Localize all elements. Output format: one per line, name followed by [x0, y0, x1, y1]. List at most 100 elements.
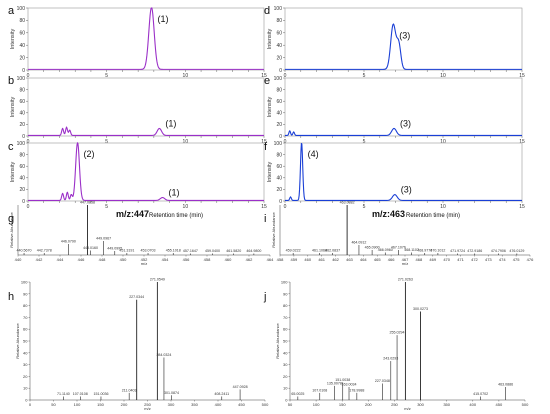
- peak-label: (3): [399, 31, 410, 41]
- x-tick-label: 0: [27, 73, 30, 79]
- y-tick-label: 40: [19, 111, 25, 117]
- peak-mz-label: 464.0912: [351, 241, 366, 245]
- peak-mz-label: 301.0874: [164, 391, 179, 395]
- y-tick-label: 50: [23, 339, 28, 344]
- y-tick-label: 70: [283, 315, 288, 320]
- x-tick-label: 300: [168, 402, 175, 407]
- y-tick-label: 40: [276, 176, 282, 182]
- panel-letter: c: [8, 141, 14, 153]
- peak-mz-label: 461.1068: [312, 249, 327, 253]
- y-tick-label: 20: [276, 187, 282, 193]
- y-tick-label: 40: [19, 176, 25, 182]
- x-tick-label: 464: [267, 257, 274, 262]
- peak-mz-label: 446.0790: [61, 240, 76, 244]
- peak-mz-label: 464.9800: [246, 249, 261, 253]
- peak-label: (3): [400, 118, 411, 128]
- x-tick-label: 458: [277, 257, 284, 262]
- y-tick-label: 10: [283, 386, 288, 391]
- x-tick-label: 400: [215, 402, 222, 407]
- x-tick-label: 454: [162, 257, 169, 262]
- y-tick-label: 100: [21, 280, 28, 285]
- y-tick-label: 80: [276, 152, 282, 158]
- y-tick-label: 0: [279, 68, 282, 74]
- x-tick-label: 463: [346, 257, 353, 262]
- x-tick-label: 450: [496, 402, 503, 407]
- y-tick-label: 90: [283, 291, 288, 296]
- x-tick-label: 5: [363, 139, 366, 145]
- peak-mz-label: 243.0293: [383, 357, 398, 361]
- x-tick-label: 450: [120, 257, 127, 262]
- peak-mz-label: 300.0273: [413, 307, 428, 311]
- y-tick-label: 80: [276, 87, 282, 93]
- peak-mz-label: 461.5820: [226, 249, 241, 253]
- peak-mz-label: 468.9776: [417, 249, 432, 253]
- mz-label-left: m/z:447: [116, 209, 149, 219]
- y-tick-label: 90: [23, 291, 28, 296]
- chromatogram-trace: [28, 7, 264, 70]
- x-tick-label: 458: [204, 257, 211, 262]
- x-tick-label: 464: [360, 257, 367, 262]
- x-tick-label: 5: [105, 73, 108, 79]
- y-axis-label: Intensity: [10, 162, 16, 183]
- x-tick-label: 0: [27, 204, 30, 210]
- y-tick-label: 10: [23, 386, 28, 391]
- x-tick-label: 460: [225, 257, 232, 262]
- x-tick-label: 15: [519, 139, 525, 145]
- peak-mz-label: 227.0344: [129, 295, 144, 299]
- peak-mz-label: 465.0900: [365, 246, 380, 250]
- panel-letter: j: [263, 291, 266, 303]
- x-tick-label: 500: [262, 402, 269, 407]
- rt-label-left: Retention time (min): [149, 213, 203, 219]
- x-tick-label: 470: [443, 257, 450, 262]
- y-tick-label: 100: [274, 141, 283, 147]
- peak-mz-label: 415.0702: [473, 392, 488, 396]
- x-tick-label: 5: [363, 73, 366, 79]
- y-tick-label: 80: [276, 18, 282, 24]
- x-tick-label: 15: [261, 73, 267, 79]
- x-tick-label: 5: [105, 139, 108, 145]
- peak-mz-label: 453.0703: [141, 249, 156, 253]
- x-tick-label: 440: [15, 257, 22, 262]
- y-tick-label: 20: [19, 55, 25, 61]
- x-tick-label: 450: [238, 402, 245, 407]
- spectrum-i: 458 459 460 461 462 463 464 465 466 467 468 469 470 4…: [271, 201, 534, 267]
- peak-mz-label: 107.0108: [312, 388, 327, 392]
- x-tick-label: 467: [402, 257, 409, 262]
- x-tick-label: 466: [388, 257, 395, 262]
- peak-mz-label: 474.7906: [491, 249, 506, 253]
- y-axis-label: Intensity: [10, 97, 16, 118]
- y-axis-label: Relative Abundance: [271, 211, 276, 247]
- x-tick-label: 200: [121, 402, 128, 407]
- y-tick-label: 40: [283, 350, 288, 355]
- peak-mz-label: 151.0036: [93, 392, 108, 396]
- peak-label: (1): [169, 188, 180, 198]
- x-axis-label: m/z: [404, 406, 410, 411]
- peak-mz-label: 459.0400: [205, 249, 220, 253]
- chromatogram-trace: [285, 142, 522, 201]
- peak-mz-label: 451.3191: [119, 249, 134, 253]
- plot-frame: [27, 77, 265, 137]
- x-axis-label: m/z: [402, 261, 408, 266]
- x-tick-label: 500: [522, 402, 529, 407]
- x-tick-label: 0: [284, 139, 287, 145]
- y-tick-label: 100: [281, 280, 288, 285]
- x-tick-label: 0: [284, 204, 287, 210]
- y-axis-label: Intensity: [10, 29, 16, 50]
- y-tick-label: 40: [276, 111, 282, 117]
- peak-mz-label: 440.5670: [17, 249, 32, 253]
- x-tick-label: 300: [417, 402, 424, 407]
- x-tick-label: 5: [363, 204, 366, 210]
- x-tick-label: 250: [144, 402, 151, 407]
- mz-label-right: m/z:463: [372, 209, 405, 219]
- y-tick-label: 100: [17, 76, 26, 82]
- x-tick-label: 460: [304, 257, 311, 262]
- peak-mz-label: 227.0348: [375, 379, 390, 383]
- peak-mz-label: 271.0549: [150, 278, 165, 282]
- panel-letter: e: [264, 75, 270, 87]
- spectrum-g: 440 442 444 446 448 450 452 454 456 458 460 462 464 m…: [9, 201, 274, 267]
- peak-mz-label: 447.0858: [80, 201, 95, 205]
- peak-mz-label: 449.0967: [96, 237, 111, 241]
- x-axis-label: m/z: [141, 261, 147, 266]
- y-tick-label: 100: [274, 76, 283, 82]
- x-tick-label: 15: [519, 73, 525, 79]
